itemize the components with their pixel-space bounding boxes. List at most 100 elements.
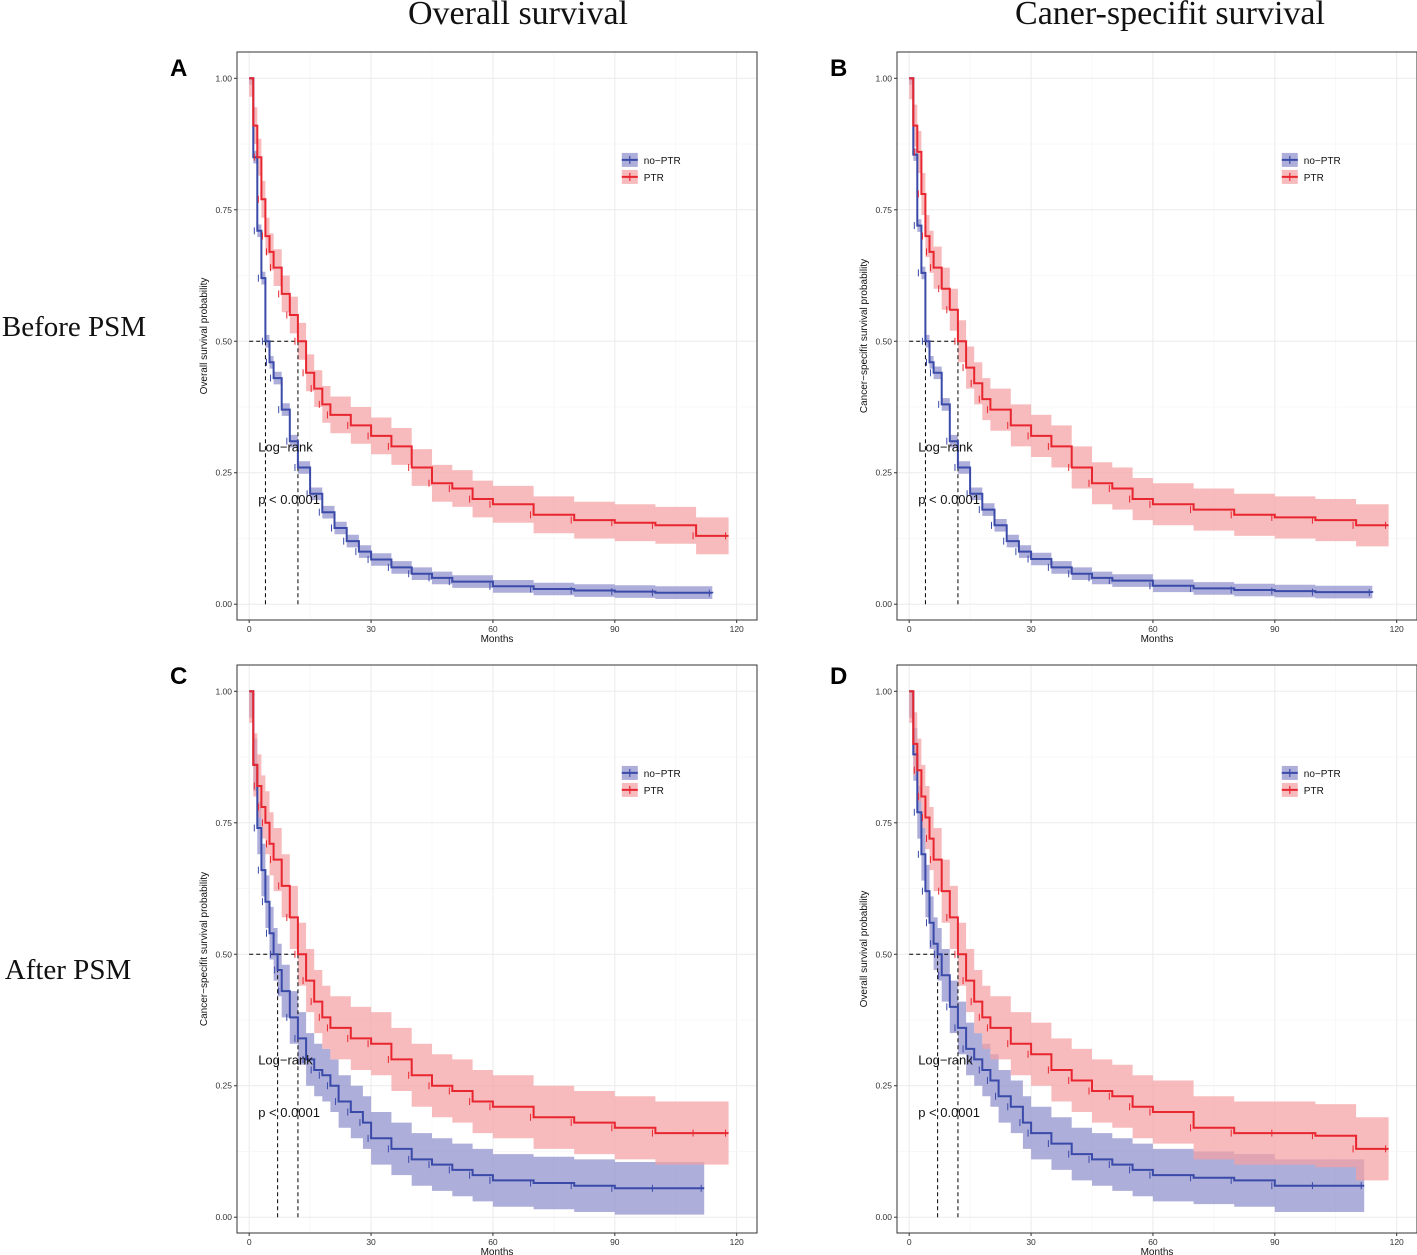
survival-curve-no-ptr [909,690,1365,1187]
censor-marks-no-ptr [913,808,1362,1190]
y-axis-title: Cancer−specifit survival probability [859,259,870,413]
legend: no−PTR PTR [1281,765,1341,797]
y-tick-label: 1.00 [215,73,232,83]
x-tick-label: 120 [1390,624,1404,634]
censor-marks-ptr [913,766,1387,1153]
x-axis-title: Months [1141,634,1174,645]
row-label-after-psm: After PSM [5,954,131,986]
censor-marks-no-ptr [253,227,710,597]
y-tick-label: 0.50 [215,949,232,959]
column-title-overall: Overall survival [408,0,628,32]
legend-label: PTR [644,786,664,797]
censor-marks-ptr [253,782,727,1137]
x-tick-label: 90 [610,1237,620,1247]
survival-curve-ptr [909,77,1389,527]
legend-label: no−PTR [1304,156,1341,167]
x-tick-label: 30 [366,624,376,634]
legend: no−PTR PTR [621,765,681,797]
survival-curve-ptr [249,690,729,1135]
y-tick-label: 1.00 [215,686,232,696]
x-tick-label: 60 [488,624,498,634]
x-tick-label: 30 [1026,624,1036,634]
confidence-band-ptr [249,691,729,1165]
survival-curve-ptr [909,690,1389,1150]
x-tick-label: 90 [1270,624,1280,634]
panel-letter: A [170,55,187,82]
x-tick-label: 120 [1390,1237,1404,1247]
censor-marks-no-ptr [913,222,1370,597]
logrank-label: Log−rank [918,1052,973,1067]
y-axis-title: Overall survival probability [199,278,210,395]
plot-border [236,664,758,1234]
y-tick-label: 1.00 [875,686,892,696]
logrank-label: Log−rank [258,1052,313,1067]
y-axis-title: Cancer−specifit survival probability [199,872,210,1026]
confidence-band-ptr [909,78,1389,547]
legend-label: no−PTR [644,769,681,780]
panel-c: C 0 30 60 90 120 0.00 0.25 0.50 0.75 1.00 Months Can… [170,663,758,1255]
y-tick-label: 0.25 [875,468,892,478]
legend: no−PTR PTR [621,152,681,184]
column-title-cancer-specific: Caner-specifit survival [1015,0,1325,32]
censor-marks-ptr [253,153,727,540]
confidence-band-ptr [909,691,1389,1181]
y-tick-label: 0.00 [875,599,892,609]
y-tick-label: 0.25 [215,1081,232,1091]
panel-b: B 0 30 60 90 120 0.00 0.25 0.50 0.75 1.00 Months Can… [830,51,1417,645]
x-tick-label: 30 [366,1237,376,1247]
y-tick-label: 0.00 [875,1212,892,1222]
x-tick-label: 90 [1270,1237,1280,1247]
x-tick-label: 60 [1148,1237,1158,1247]
y-tick-label: 0.00 [215,599,232,609]
y-tick-label: 0.75 [215,818,232,828]
legend-label: no−PTR [1304,769,1341,780]
censor-marks-no-ptr [253,824,702,1192]
panels-group: A 0 30 60 90 120 0.00 0.25 0.50 0.75 1.00 Months Ove… [170,51,1417,1255]
y-tick-label: 0.50 [875,336,892,346]
p-value-label: p < 0.0001 [258,492,320,507]
plot-border [896,664,1417,1234]
x-axis-title: Months [481,1247,514,1255]
plot-border [236,51,758,621]
panel-letter: C [170,663,187,690]
x-tick-label: 0 [907,1237,912,1247]
y-tick-label: 0.50 [215,336,232,346]
panel-a: A 0 30 60 90 120 0.00 0.25 0.50 0.75 1.00 Months Ove… [170,51,758,645]
x-axis-title: Months [481,634,514,645]
legend-label: PTR [644,173,664,184]
panel-d: D 0 30 60 90 120 0.00 0.25 0.50 0.75 1.00 Months Ove… [830,663,1417,1255]
censor-marks-ptr [913,148,1387,529]
p-value-label: p < 0.0001 [918,1105,980,1120]
y-axis-title: Overall survival probability [859,891,870,1008]
legend-label: PTR [1304,786,1324,797]
legend-label: no−PTR [644,156,681,167]
confidence-band-ptr [249,78,729,555]
x-tick-label: 0 [247,624,252,634]
p-value-label: p < 0.0001 [918,492,980,507]
y-tick-label: 0.75 [875,205,892,215]
y-tick-label: 0.25 [215,468,232,478]
x-tick-label: 120 [730,1237,744,1247]
x-axis-title: Months [1141,1247,1174,1255]
x-tick-label: 90 [610,624,620,634]
panel-letter: D [830,663,847,690]
row-label-before-psm: Before PSM [2,311,146,343]
logrank-label: Log−rank [258,439,313,454]
logrank-label: Log−rank [918,439,973,454]
y-tick-label: 0.75 [875,818,892,828]
panel-letter: B [830,55,847,82]
y-tick-label: 1.00 [875,73,892,83]
x-tick-label: 0 [247,1237,252,1247]
legend: no−PTR PTR [1281,152,1341,184]
y-tick-label: 0.50 [875,949,892,959]
survival-curve-no-ptr [249,690,705,1190]
x-tick-label: 120 [730,624,744,634]
gridlines [897,665,1417,1233]
x-tick-label: 0 [907,624,912,634]
plot-border [896,51,1417,621]
survival-curve-ptr [249,77,729,537]
survival-curve-no-ptr [249,77,714,594]
x-tick-label: 60 [488,1237,498,1247]
y-tick-label: 0.00 [215,1212,232,1222]
